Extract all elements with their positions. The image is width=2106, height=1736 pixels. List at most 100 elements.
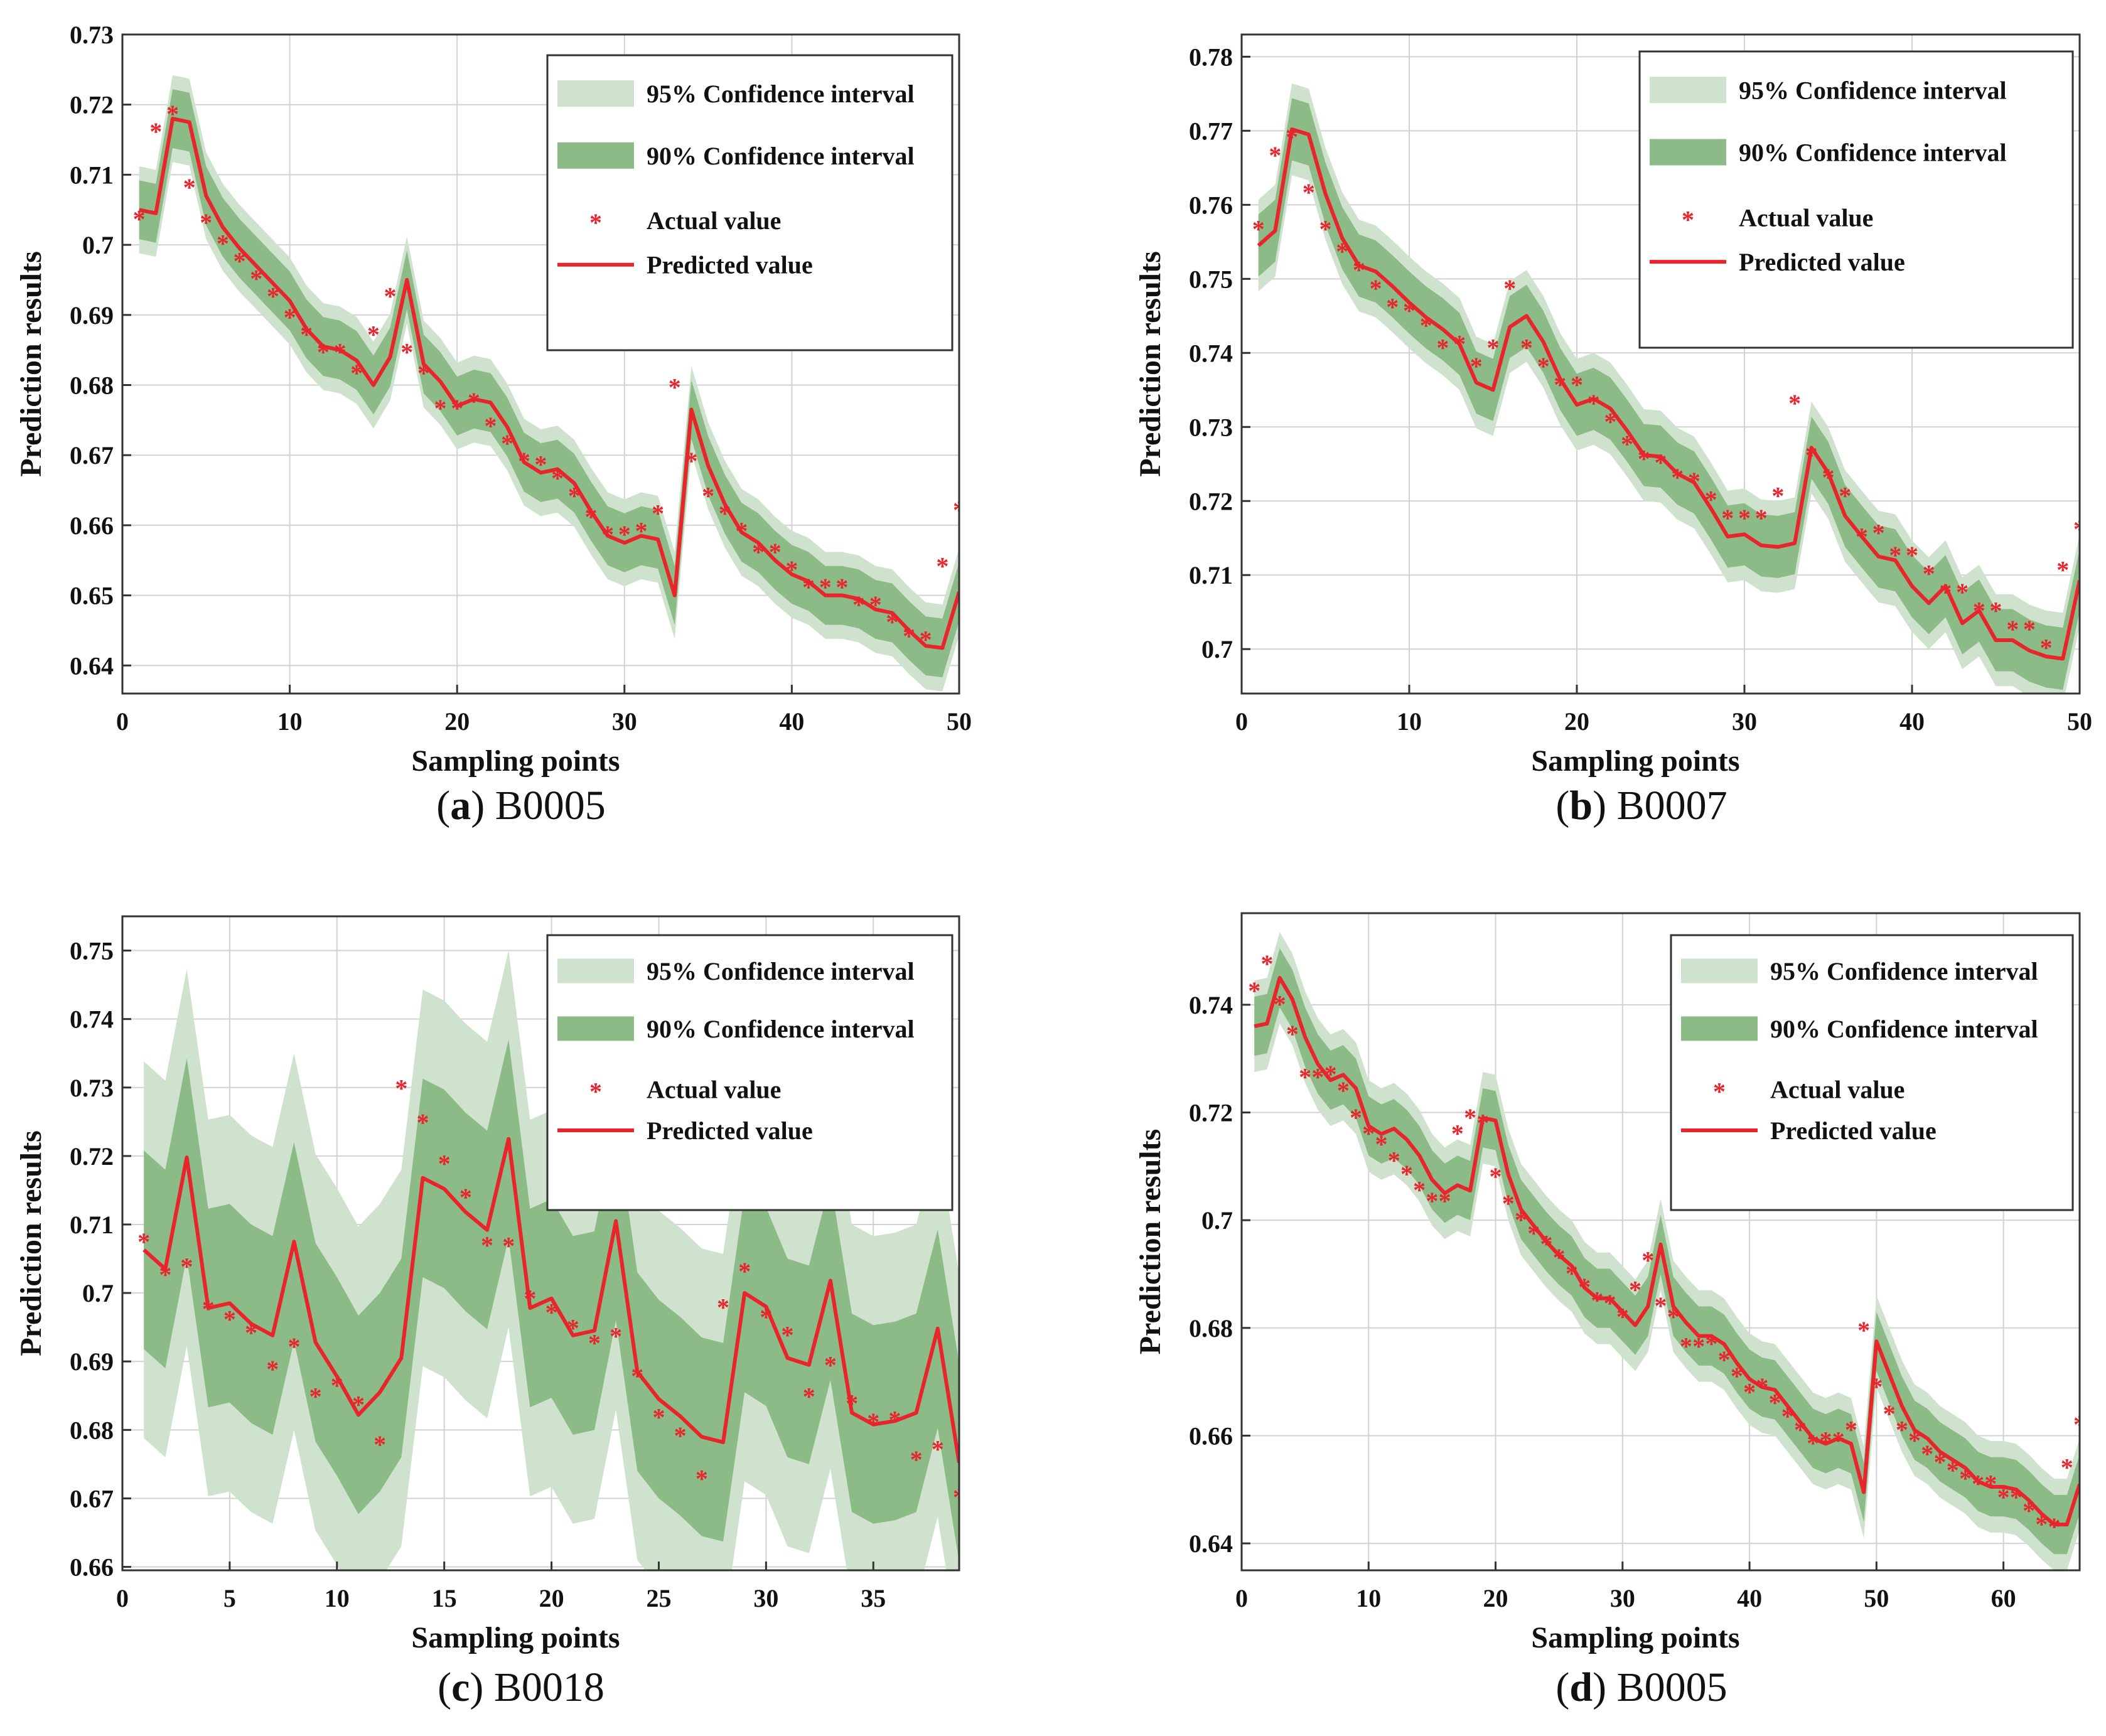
actual-point: * [782, 1321, 794, 1349]
legend-ci90-label: 90% Confidence interval [647, 142, 915, 170]
actual-point: * [1490, 1162, 1502, 1191]
y-tick-label: 0.67 [70, 441, 114, 469]
actual-point: * [1502, 1189, 1515, 1218]
y-tick-label: 0.68 [70, 372, 114, 400]
actual-point: * [373, 1430, 386, 1459]
actual-point: * [2006, 615, 2019, 643]
actual-point: * [1870, 1373, 1883, 1401]
actual-point: * [610, 1322, 622, 1351]
x-tick-label: 10 [325, 1584, 350, 1612]
actual-point: * [1667, 1302, 1680, 1331]
actual-point: * [1973, 596, 1985, 624]
actual-point: * [350, 359, 363, 387]
actual-point: * [1386, 293, 1399, 321]
x-tick-label: 30 [1610, 1584, 1635, 1612]
x-tick-label: 10 [1397, 707, 1422, 736]
actual-point: * [635, 517, 647, 545]
actual-point: * [1807, 1429, 1819, 1457]
actual-point: * [1771, 481, 1784, 510]
x-tick-label: 35 [861, 1584, 886, 1612]
actual-point: * [1436, 334, 1449, 362]
y-tick-label: 0.68 [70, 1416, 114, 1444]
x-tick-label: 50 [1864, 1584, 1889, 1612]
axes-frame [1240, 33, 2081, 695]
actual-point: * [287, 1332, 300, 1361]
y-tick-label: 0.71 [70, 161, 114, 189]
actual-point: * [567, 1314, 579, 1342]
actual-point: * [1464, 1103, 1476, 1132]
y-axis-label: Prediction results [14, 1130, 48, 1356]
x-tick-label: 20 [539, 1584, 564, 1612]
y-tick-label: 0.72 [1189, 1099, 1233, 1127]
actual-point: * [468, 387, 480, 415]
actual-point: * [2010, 1483, 2023, 1511]
x-tick-label: 50 [2067, 707, 2092, 736]
actual-point: * [1908, 1427, 1921, 1455]
legend-ci90-label: 90% Confidence interval [647, 1015, 915, 1043]
x-tick-label: 0 [1235, 707, 1248, 736]
y-tick-label: 0.65 [70, 582, 114, 610]
legend-ci90-swatch [1681, 1016, 1758, 1041]
actual-point: * [2023, 615, 2036, 643]
actual-point: * [932, 1435, 944, 1464]
x-axis-label: Sampling points [1531, 1621, 1739, 1654]
legend-ci95-label: 95% Confidence interval [647, 957, 915, 985]
actual-point: * [1972, 1469, 1984, 1498]
actual-point: * [1286, 122, 1298, 151]
x-tick-label: 20 [1564, 707, 1589, 736]
panel-d: ***** * **** ** ** * *** **** * * ** * * * **** ** * ****… [1134, 912, 2081, 1710]
actual-point: * [524, 1285, 536, 1313]
actual-point: * [1286, 1020, 1299, 1048]
actual-point: * [331, 1371, 343, 1400]
actual-point: * [1324, 1060, 1337, 1088]
x-tick-label: 40 [1737, 1584, 1762, 1612]
actual-point: * [1303, 178, 1315, 206]
y-tick-label: 0.66 [1189, 1422, 1233, 1450]
y-tick-label: 0.75 [70, 937, 114, 965]
actual-point: * [819, 573, 832, 601]
actual-point: * [267, 282, 279, 310]
actual-points: ****************************************… [133, 100, 959, 654]
actual-point: * [1403, 297, 1416, 325]
x-tick-label: 30 [1732, 707, 1757, 736]
legend-predicted-label: Predicted value [647, 1117, 813, 1145]
actual-point: * [217, 230, 229, 258]
actual-point: * [1578, 1273, 1591, 1301]
y-axis-label: Prediction results [1134, 251, 1167, 477]
x-axis-label: Sampling points [1531, 744, 1739, 778]
caption-close-paren: ) [1593, 1664, 1616, 1710]
predicted-line [142, 1137, 959, 1464]
actual-point: * [588, 1329, 601, 1357]
actual-point: * [245, 1319, 257, 1347]
actual-point: * [1540, 1230, 1552, 1258]
actual-point: * [1889, 541, 1901, 569]
y-tick-label: 0.7 [82, 231, 114, 259]
actual-point: * [719, 500, 731, 528]
y-tick-label: 0.7 [1201, 1206, 1233, 1235]
actual-point: * [1883, 1400, 1896, 1428]
actual-point: * [1819, 1427, 1832, 1455]
panel-caption: (c) B0018 [438, 1664, 604, 1710]
actual-point: * [1527, 1219, 1540, 1247]
actual-point: * [1934, 1448, 1947, 1476]
y-tick-label: 0.73 [1189, 413, 1233, 441]
actual-point: * [234, 247, 246, 275]
actual-point: * [867, 1408, 879, 1436]
y-tick-label: 0.76 [1189, 191, 1233, 219]
y-tick-label: 0.66 [70, 1553, 114, 1582]
actual-point: * [1788, 389, 1801, 417]
ci90-band [139, 89, 959, 678]
legend-predicted-label: Predicted value [647, 251, 813, 279]
caption-letter: c [451, 1664, 470, 1710]
actual-point: * [1400, 1160, 1413, 1188]
ci90-band [1254, 948, 2080, 1555]
actual-point: * [200, 208, 212, 237]
x-tick-label: 40 [1899, 707, 1925, 736]
caption-text: B0005 [495, 783, 606, 828]
actual-point: * [1906, 541, 1918, 569]
actual-point: * [1769, 1389, 1781, 1417]
actual-point: * [1947, 1456, 1959, 1484]
legend-ci95-label: 95% Confidence interval [1770, 957, 2038, 985]
actual-point: * [803, 1383, 815, 1411]
axes-frame [121, 915, 960, 1572]
